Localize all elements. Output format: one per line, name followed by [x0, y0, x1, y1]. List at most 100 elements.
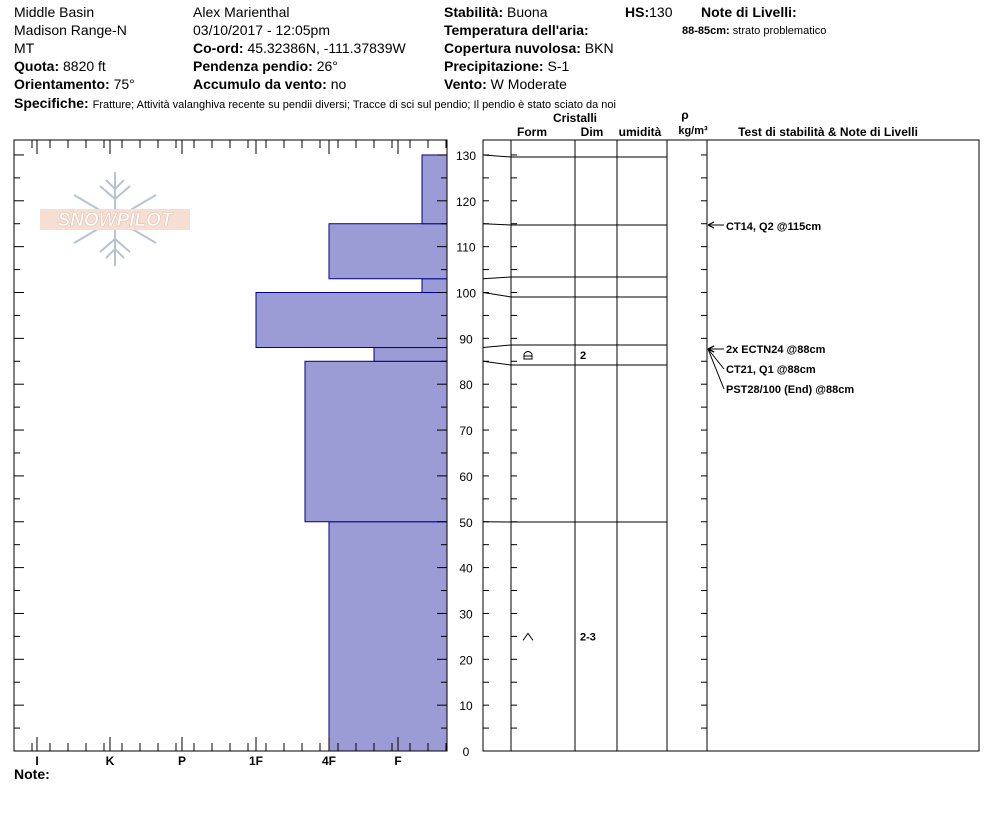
coord-label: Co-ord:	[193, 40, 244, 56]
cloud-value: BKN	[584, 40, 614, 56]
stability-value: Buona	[507, 4, 548, 20]
crystal-rows: 2 2-3	[522, 350, 596, 643]
specifics-value: Fratture; Attività valanghiva recente su…	[92, 99, 616, 111]
range: Madison Range-N	[14, 22, 127, 38]
tests-header: Test di stabilità & Note di Livelli	[738, 125, 918, 139]
aspect-value: 75°	[113, 76, 135, 92]
slope-label: Pendenza pendio:	[193, 58, 313, 74]
y-tick-label: 50	[459, 516, 473, 530]
test-pointer	[707, 348, 725, 390]
elevation-label: Quota:	[14, 58, 60, 74]
layers-table-frame	[482, 139, 980, 752]
hardness-bar	[255, 292, 448, 349]
coord-value: 45.32386N, -111.37839W	[247, 40, 406, 56]
test-label: PST28/100 (End) @88cm	[726, 384, 854, 396]
density-unit-header: kg/m³	[678, 125, 708, 137]
y-tick-label: 100	[456, 287, 476, 301]
slope-value: 26°	[316, 58, 338, 74]
wind: Vento: W Moderate	[444, 75, 567, 93]
x-tick-label: P	[178, 754, 186, 768]
test-pointer	[707, 348, 725, 370]
hs-label: HS:	[625, 4, 650, 20]
crystal-size: 2	[580, 350, 586, 362]
elevation-value: 8820 ft	[63, 58, 106, 74]
y-tick-label: 70	[459, 424, 473, 438]
cloud-cover: Copertura nuvolosa: BKN	[444, 39, 614, 57]
y-tick-label: 120	[456, 195, 476, 209]
test-label: CT21, Q1 @88cm	[726, 364, 816, 376]
hardness-bar	[373, 347, 448, 362]
location: Middle Basin	[14, 4, 95, 20]
size-header: Dim	[581, 125, 604, 139]
layer-note-range: 88-85cm:	[682, 25, 730, 37]
stability-label: Stabilità:	[444, 4, 504, 20]
air-temp: Temperatura dell'aria:	[444, 21, 589, 39]
y-tick-label: 20	[459, 653, 473, 667]
rho-header: ρ	[681, 108, 688, 122]
stability: Stabilità: Buona	[444, 3, 548, 21]
crystal-size: 2-3	[580, 631, 596, 643]
hardness-bar	[421, 278, 448, 293]
specifics-label: Specifiche:	[14, 95, 89, 111]
slope: Pendenza pendio: 26°	[193, 57, 338, 75]
x-tick-label: 1F	[249, 754, 263, 768]
x-tick-label: F	[394, 754, 401, 768]
layer-connector	[482, 344, 512, 349]
layer-note: 88-85cm: strato problematico	[682, 22, 826, 40]
state: MT	[14, 40, 35, 56]
crystals-header: Cristalli	[553, 111, 597, 125]
crystal-form-icon	[523, 351, 533, 360]
layer-connector	[482, 154, 512, 158]
test-label: CT14, Q2 @115cm	[726, 221, 821, 233]
y-tick-label: 110	[456, 241, 475, 255]
stability-tests: CT14, Q2 @115cm 2x ECTN24 @88cm CT21, Q1 @…	[707, 221, 854, 396]
crystal-form-icon	[522, 632, 534, 641]
test-label: 2x ECTN24 @88cm	[726, 344, 826, 356]
layer-notes-label: Note di Livelli:	[701, 4, 797, 20]
x-tick-label: I	[35, 754, 38, 768]
cloud-label: Copertura nuvolosa:	[444, 40, 581, 56]
y-tick-label: 90	[459, 332, 473, 346]
hardness-bar	[328, 223, 448, 280]
hardness-bar	[304, 360, 448, 523]
precip-label: Precipitazione:	[444, 58, 544, 74]
y-tick-label: 0	[463, 745, 470, 759]
layer-boundaries	[482, 154, 667, 523]
layer-connector	[482, 292, 512, 298]
layer-connector	[482, 276, 512, 280]
depth-axis: 0 10 20 30 40 50 60 70 80 90 100 110 120 130	[14, 149, 707, 759]
logo-band	[40, 209, 190, 230]
specifics: Specifiche: Fratture; Attività valanghiv…	[14, 95, 616, 111]
precip-value: S-1	[547, 58, 570, 74]
y-tick-label: 60	[459, 470, 473, 484]
logo-text: SNOWPILOT	[57, 210, 173, 231]
hardness-profile	[255, 154, 448, 752]
aspect-label: Orientamento:	[14, 76, 110, 92]
y-tick-label: 130	[456, 149, 476, 163]
air-temp-label: Temperatura dell'aria:	[444, 22, 589, 38]
wind-load-value: no	[330, 76, 347, 92]
y-tick-label: 80	[459, 378, 473, 392]
hs-value: 130	[649, 4, 673, 20]
wind-loading: Accumulo da vento: no	[193, 75, 346, 93]
layer-connector	[482, 360, 512, 366]
observer: Alex Marienthal	[193, 4, 290, 20]
notes-label: Note:	[14, 766, 50, 782]
coordinates: Co-ord: 45.32386N, -111.37839W	[193, 39, 406, 57]
wind-label: Vento:	[444, 76, 487, 92]
arrow-head-icon	[707, 345, 715, 353]
aspect: Orientamento: 75°	[14, 75, 135, 93]
hardness-bar	[328, 521, 448, 752]
x-tick-label: K	[106, 754, 115, 768]
y-tick-label: 40	[459, 562, 473, 576]
snowpilot-logo: SNOWPILOT	[40, 172, 190, 266]
hs: HS:130	[625, 3, 672, 21]
arrow-head-icon	[707, 221, 715, 229]
wind-load-label: Accumulo da vento:	[193, 76, 327, 92]
precipitation: Precipitazione: S-1	[444, 57, 569, 75]
datetime: 03/10/2017 - 12:05pm	[193, 22, 330, 38]
y-tick-label: 10	[459, 699, 473, 713]
layer-note-text: strato problematico	[732, 25, 827, 37]
y-tick-label: 30	[459, 607, 473, 621]
